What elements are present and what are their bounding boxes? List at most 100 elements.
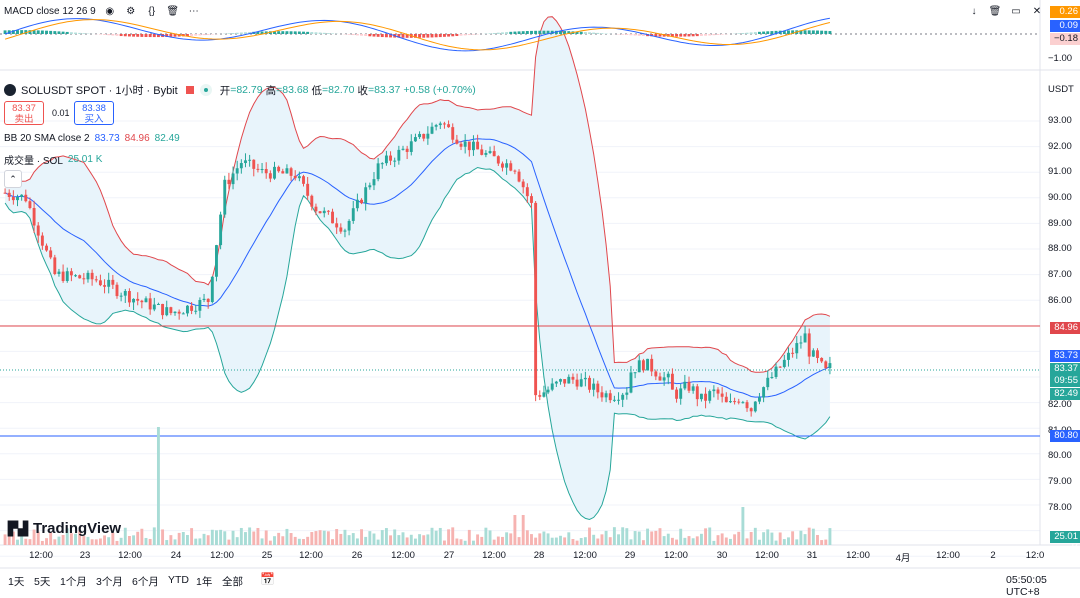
tradingview-logo[interactable]: ▛▟ TradingView — [8, 520, 121, 537]
maximize-icon[interactable]: ▭ — [1009, 4, 1023, 18]
volume-bar — [323, 531, 326, 545]
macd-histogram-bar — [132, 34, 135, 37]
price-tick: 80.00 — [1048, 450, 1072, 461]
delete-icon[interactable]: 🗑 — [988, 4, 1002, 18]
volume-bar — [381, 530, 384, 545]
volume-bar — [91, 539, 94, 545]
clock[interactable]: 05:50:05 UTC+8 — [1006, 574, 1080, 598]
more-icon[interactable]: ⋯ — [187, 4, 201, 18]
volume-bar — [721, 533, 724, 545]
volume-bar — [646, 529, 649, 545]
time-tick: 4月 — [896, 550, 911, 564]
time-tick: 12:00 — [664, 550, 688, 561]
candle-body — [306, 184, 309, 196]
macd-histogram-bar — [497, 33, 500, 34]
eye-icon[interactable]: ◉ — [103, 4, 117, 18]
macd-label: MACD — [4, 6, 33, 17]
candle-body — [625, 393, 628, 395]
ohlc-high-label: 高 — [266, 83, 277, 98]
timeframe-button[interactable]: 1年 — [196, 574, 212, 589]
macd-histogram-bar — [816, 31, 819, 34]
code-icon[interactable]: {} — [145, 4, 159, 18]
macd-histogram-bar — [232, 33, 235, 34]
volume-bar — [244, 532, 247, 545]
market-status-icon[interactable] — [200, 84, 212, 96]
candle-body — [721, 394, 724, 397]
volume-bar — [128, 536, 131, 545]
currency-label[interactable]: USDT — [1048, 84, 1074, 95]
candle-body — [418, 134, 421, 137]
volume-bar — [596, 539, 599, 545]
timeframe-button[interactable]: YTD — [168, 574, 189, 586]
timeframe-button[interactable]: 6个月 — [132, 574, 159, 589]
volume-bar — [418, 534, 421, 545]
time-tick: 12:00 — [118, 550, 142, 561]
collapse-legend-button[interactable]: ⌃ — [4, 170, 22, 188]
settings-icon[interactable]: ⚙ — [124, 4, 138, 18]
volume-bar — [592, 535, 595, 545]
trash-icon[interactable]: 🗑 — [166, 4, 180, 18]
time-tick: 23 — [80, 550, 91, 561]
candle-body — [464, 141, 467, 146]
candle-body — [443, 123, 446, 124]
volume-bar — [190, 528, 193, 545]
timeframe-button[interactable]: 3个月 — [96, 574, 123, 589]
candle-body — [389, 156, 392, 161]
candle-body — [348, 221, 351, 231]
volume-bar — [688, 536, 691, 545]
arrow-down-icon[interactable]: ↓ — [967, 4, 981, 18]
sell-button[interactable]: 83.37 卖出 — [4, 101, 44, 125]
volume-bar — [339, 534, 342, 545]
candle-body — [190, 306, 193, 311]
buy-button[interactable]: 83.38 买入 — [74, 101, 114, 125]
candle-body — [422, 134, 425, 139]
close-icon[interactable]: ✕ — [1030, 4, 1044, 18]
volume-bar — [613, 527, 616, 545]
volume-bar — [696, 536, 699, 545]
symbol-title[interactable]: SOLUSDT SPOT · 1小时 · Bybit — [21, 82, 178, 98]
volume-bar — [426, 534, 429, 545]
volume-bar — [659, 528, 662, 545]
candle-body — [654, 371, 657, 376]
macd-histogram-bar — [277, 31, 280, 34]
candle-body — [145, 298, 148, 302]
macd-histogram-bar — [306, 32, 309, 34]
candle-body — [290, 168, 293, 176]
macd-histogram-bar — [601, 33, 604, 34]
volume-bar — [484, 528, 487, 545]
candle-body — [588, 378, 591, 390]
volume-bar — [45, 538, 48, 545]
candle-body — [232, 173, 235, 184]
volume-bar — [211, 530, 214, 545]
candle-body — [377, 163, 380, 179]
macd-histogram-bar — [16, 30, 19, 34]
volume-bar — [215, 530, 218, 545]
macd-histogram-bar — [638, 34, 641, 36]
price-tick: 86.00 — [1048, 295, 1072, 306]
volume-bar — [236, 537, 239, 545]
macd-histogram-bar — [696, 34, 699, 36]
time-tick: 29 — [625, 550, 636, 561]
volume-bar — [16, 540, 19, 545]
candle-body — [360, 200, 363, 203]
timeframe-button[interactable]: 5天 — [34, 574, 50, 589]
flag-icon[interactable] — [186, 86, 194, 94]
volume-bar — [625, 528, 628, 545]
timeframe-button[interactable]: 1天 — [8, 574, 24, 589]
volume-bar — [476, 534, 479, 545]
timeframe-button[interactable]: 全部 — [222, 574, 243, 589]
price-tick: 91.00 — [1048, 166, 1072, 177]
calendar-icon[interactable]: 📅 — [260, 572, 275, 586]
volume-bar — [136, 532, 139, 545]
macd-histogram-bar — [435, 34, 438, 37]
volume-bar — [435, 531, 438, 545]
macd-histogram-bar — [285, 31, 288, 34]
candle-body — [265, 169, 268, 173]
candle-body — [364, 187, 367, 203]
timeframe-button[interactable]: 1个月 — [60, 574, 87, 589]
candle-body — [696, 386, 699, 399]
candle-body — [700, 394, 703, 399]
volume-bar — [621, 527, 624, 545]
candle-body — [244, 160, 247, 163]
macd-histogram-bar — [451, 34, 454, 36]
